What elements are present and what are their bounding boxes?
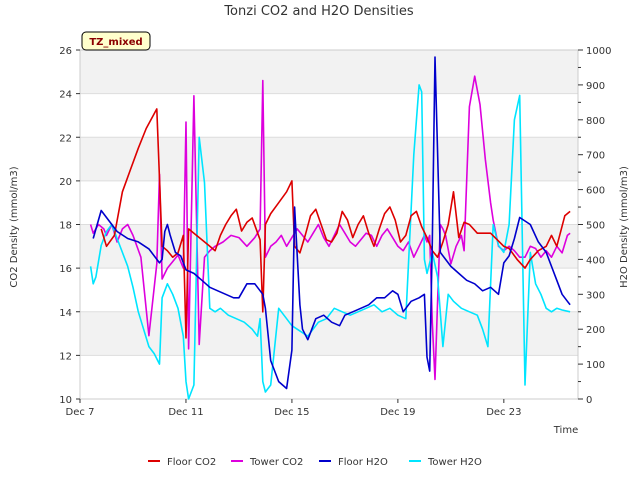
grid-band bbox=[80, 137, 578, 181]
y-right-tick-label: 400 bbox=[586, 255, 605, 266]
y-left-tick-label: 22 bbox=[59, 133, 72, 144]
y-right-tick-label: 700 bbox=[586, 151, 605, 162]
legend-label-floor-h2o: Floor H2O bbox=[338, 457, 388, 468]
x-tick-label: Dec 11 bbox=[168, 407, 203, 418]
grid-band bbox=[80, 93, 578, 138]
y-right-tick-label: 1000 bbox=[586, 46, 611, 57]
y-right-tick-label: 100 bbox=[586, 360, 605, 371]
series-line-floor-co2 bbox=[100, 108, 571, 339]
y-right-tick-label: 200 bbox=[586, 325, 605, 336]
legend-label-tower-h2o: Tower H2O bbox=[427, 457, 482, 468]
legend: Floor CO2 Tower CO2 Floor H2O Tower H2O bbox=[148, 457, 482, 468]
y-right-tick-label: 300 bbox=[586, 290, 605, 301]
y-right-tick-label: 800 bbox=[586, 116, 605, 127]
grid-band bbox=[80, 355, 578, 399]
x-axis: Dec 7 Dec 11 Dec 15 Dec 19 Dec 23 bbox=[66, 399, 521, 418]
y-left-tick-label: 26 bbox=[59, 46, 72, 57]
badge-box bbox=[81, 31, 151, 51]
legend-label-floor-co2: Floor CO2 bbox=[167, 457, 216, 468]
x-tick-label: Dec 19 bbox=[380, 407, 415, 418]
x-tick-label: Dec 23 bbox=[486, 407, 521, 418]
x-tick-label: Dec 15 bbox=[274, 407, 309, 418]
badge-text: TZ_mixed bbox=[89, 37, 142, 48]
y-axis-right-label: H2O Density (mmol/m3) bbox=[619, 166, 630, 288]
grid-band bbox=[80, 180, 578, 225]
y-left-tick-label: 16 bbox=[59, 264, 72, 275]
series-line-floor-h2o bbox=[92, 56, 571, 390]
x-tick-label: Dec 7 bbox=[66, 407, 95, 418]
y-right-tick-label: 900 bbox=[586, 81, 605, 92]
y-right-tick-label: 500 bbox=[586, 221, 605, 232]
y-right-tick-label: 0 bbox=[586, 395, 592, 406]
site-badge: TZ_mixed bbox=[81, 31, 151, 51]
y-left-tick-label: 20 bbox=[59, 177, 72, 188]
series-line-tower-co2 bbox=[89, 75, 571, 381]
grid-band bbox=[80, 50, 578, 94]
y-axis-left: 10 12 14 16 18 20 22 24 26 bbox=[59, 46, 80, 406]
series-layer bbox=[89, 56, 571, 400]
y-left-tick-label: 14 bbox=[59, 308, 72, 319]
y-axis-left-label: CO2 Density (mmol/m3) bbox=[9, 166, 20, 287]
legend-label-tower-co2: Tower CO2 bbox=[249, 457, 303, 468]
y-left-tick-label: 12 bbox=[59, 351, 72, 362]
x-axis-label: Time bbox=[553, 425, 578, 436]
y-right-tick-label: 600 bbox=[586, 186, 605, 197]
y-axis-right: 0 100 200 300 400 500 600 700 800 900 1000 bbox=[578, 46, 611, 406]
y-left-tick-label: 24 bbox=[59, 90, 72, 101]
y-left-tick-label: 10 bbox=[59, 395, 72, 406]
chart-title: Tonzi CO2 and H2O Densities bbox=[223, 4, 414, 19]
grid-band bbox=[80, 311, 578, 356]
y-left-tick-label: 18 bbox=[59, 221, 72, 232]
plot-bands bbox=[80, 49, 578, 400]
